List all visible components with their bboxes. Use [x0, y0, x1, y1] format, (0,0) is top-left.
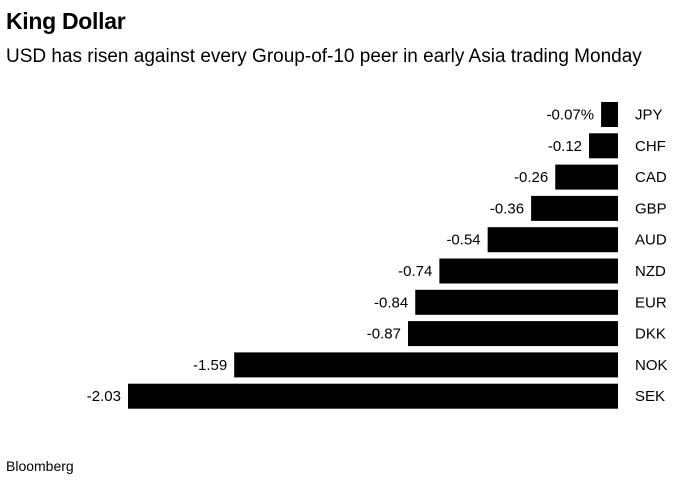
value-label-chf: -0.12 [548, 138, 582, 155]
source-label: Bloomberg [6, 458, 74, 474]
category-label-eur: EUR [635, 294, 667, 311]
value-label-eur: -0.84 [374, 294, 408, 311]
category-label-gbp: GBP [635, 200, 667, 217]
value-label-nok: -1.59 [193, 357, 227, 374]
value-label-gbp: -0.36 [490, 200, 524, 217]
category-label-dkk: DKK [635, 326, 666, 343]
bar-jpy [601, 102, 618, 127]
category-label-chf: CHF [635, 138, 666, 155]
value-label-jpy: -0.07% [547, 107, 595, 124]
category-label-aud: AUD [635, 232, 667, 249]
bar-dkk [408, 321, 618, 347]
bar-nok [234, 352, 618, 378]
category-label-sek: SEK [635, 388, 665, 405]
chart-title: King Dollar [6, 8, 126, 34]
bar-cad [555, 164, 618, 190]
category-label-nzd: NZD [635, 263, 666, 280]
value-label-cad: -0.26 [514, 169, 548, 186]
value-label-aud: -0.54 [446, 232, 480, 249]
value-label-dkk: -0.87 [367, 326, 401, 343]
category-label-cad: CAD [635, 169, 667, 186]
value-label-nzd: -0.74 [398, 263, 432, 280]
bar-chf [589, 133, 618, 159]
value-label-sek: -2.03 [87, 388, 121, 405]
bar-aud [487, 227, 618, 253]
bar-sek [128, 383, 618, 409]
bar-gbp [531, 195, 618, 221]
chart-subtitle: USD has risen against every Group-of-10 … [6, 46, 642, 67]
bar-nzd [439, 258, 618, 284]
bar-eur [415, 289, 618, 315]
category-label-jpy: JPY [635, 107, 663, 124]
category-label-nok: NOK [635, 357, 668, 374]
